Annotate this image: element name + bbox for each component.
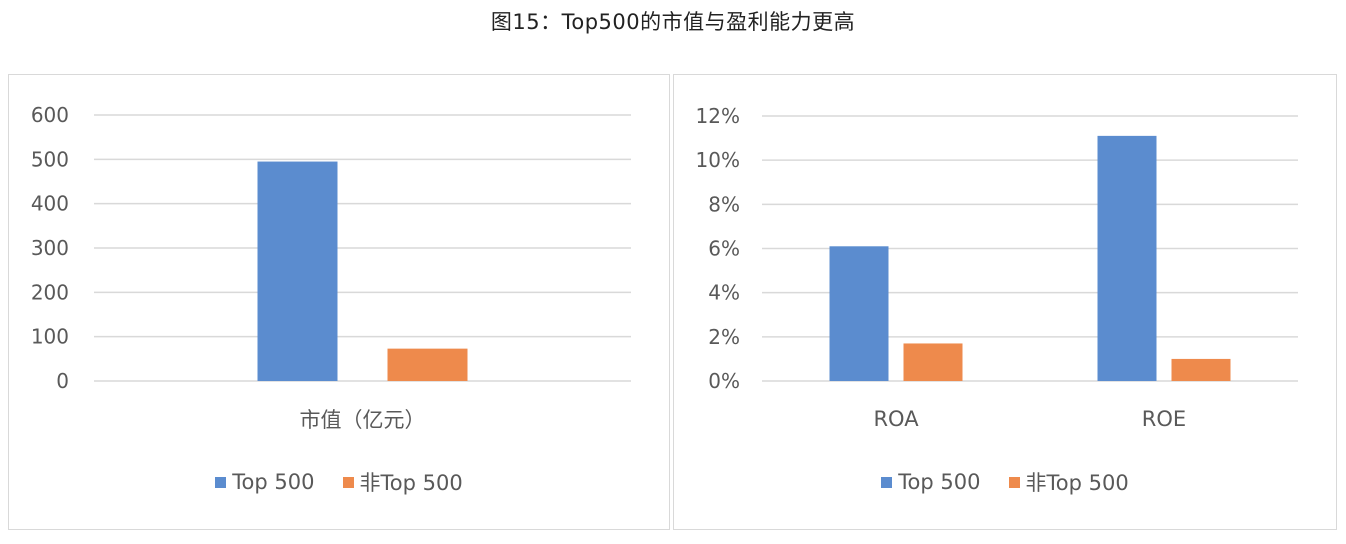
legend-label-non-top500: 非Top 500 bbox=[359, 471, 463, 495]
bar-top500 bbox=[829, 246, 889, 381]
page-title: 图15：Top500的市值与盈利能力更高 bbox=[490, 10, 856, 34]
x-tick-label: ROE bbox=[1142, 407, 1186, 431]
legend-swatch-top500 bbox=[881, 476, 893, 488]
bar-non-top500 bbox=[1171, 358, 1231, 381]
legend-swatch-non-top500 bbox=[342, 476, 354, 488]
y-tick-label: 100 bbox=[31, 325, 69, 349]
y-tick-label: 500 bbox=[31, 147, 69, 171]
profitability-chart: 0% 2% 4% 6% 8% 10% 12% ROA ROE bbox=[696, 104, 1298, 431]
legend-label-top500: Top 500 bbox=[232, 470, 315, 494]
market-cap-chart-panel: 0 100 200 300 400 500 600 市值（亿元） Top 500 非Top 5… bbox=[8, 74, 670, 530]
y-tick-label: 600 bbox=[31, 103, 69, 127]
x-tick-label: ROA bbox=[873, 407, 919, 431]
bar-top500 bbox=[257, 161, 338, 381]
bar-non-top500 bbox=[387, 348, 468, 381]
legend-item-non-top500: 非Top 500 bbox=[1008, 467, 1129, 497]
legend-swatch-non-top500 bbox=[1008, 476, 1020, 488]
bar-non-top500 bbox=[903, 343, 963, 381]
x-tick-label: 市值（亿元） bbox=[300, 408, 426, 432]
y-tick-label: 0 bbox=[56, 369, 69, 393]
y-tick-label: 8% bbox=[708, 192, 740, 216]
market-cap-chart: 0 100 200 300 400 500 600 市值（亿元） bbox=[31, 103, 631, 432]
bar-top500 bbox=[1097, 135, 1157, 381]
legend-item-non-top500: 非Top 500 bbox=[342, 467, 463, 497]
y-tick-label: 6% bbox=[708, 237, 740, 261]
y-tick-label: 2% bbox=[708, 325, 740, 349]
y-tick-label: 10% bbox=[696, 148, 740, 172]
y-tick-label: 0% bbox=[708, 369, 740, 393]
legend-label-top500: Top 500 bbox=[898, 470, 981, 494]
profitability-chart-panel: 0% 2% 4% 6% 8% 10% 12% ROA ROE Top 500 非Top 500 bbox=[673, 74, 1337, 530]
y-tick-label: 4% bbox=[708, 281, 740, 305]
legend-item-top500: Top 500 bbox=[881, 470, 981, 494]
legend-label-non-top500: 非Top 500 bbox=[1025, 471, 1129, 495]
y-tick-label: 400 bbox=[31, 192, 69, 216]
legend-swatch-top500 bbox=[215, 476, 227, 488]
legend-item-top500: Top 500 bbox=[215, 470, 315, 494]
legend: Top 500 非Top 500 bbox=[9, 467, 669, 497]
y-tick-label: 200 bbox=[31, 280, 69, 304]
legend: Top 500 非Top 500 bbox=[674, 467, 1336, 497]
y-tick-label: 300 bbox=[31, 236, 69, 260]
y-tick-label: 12% bbox=[696, 104, 740, 128]
